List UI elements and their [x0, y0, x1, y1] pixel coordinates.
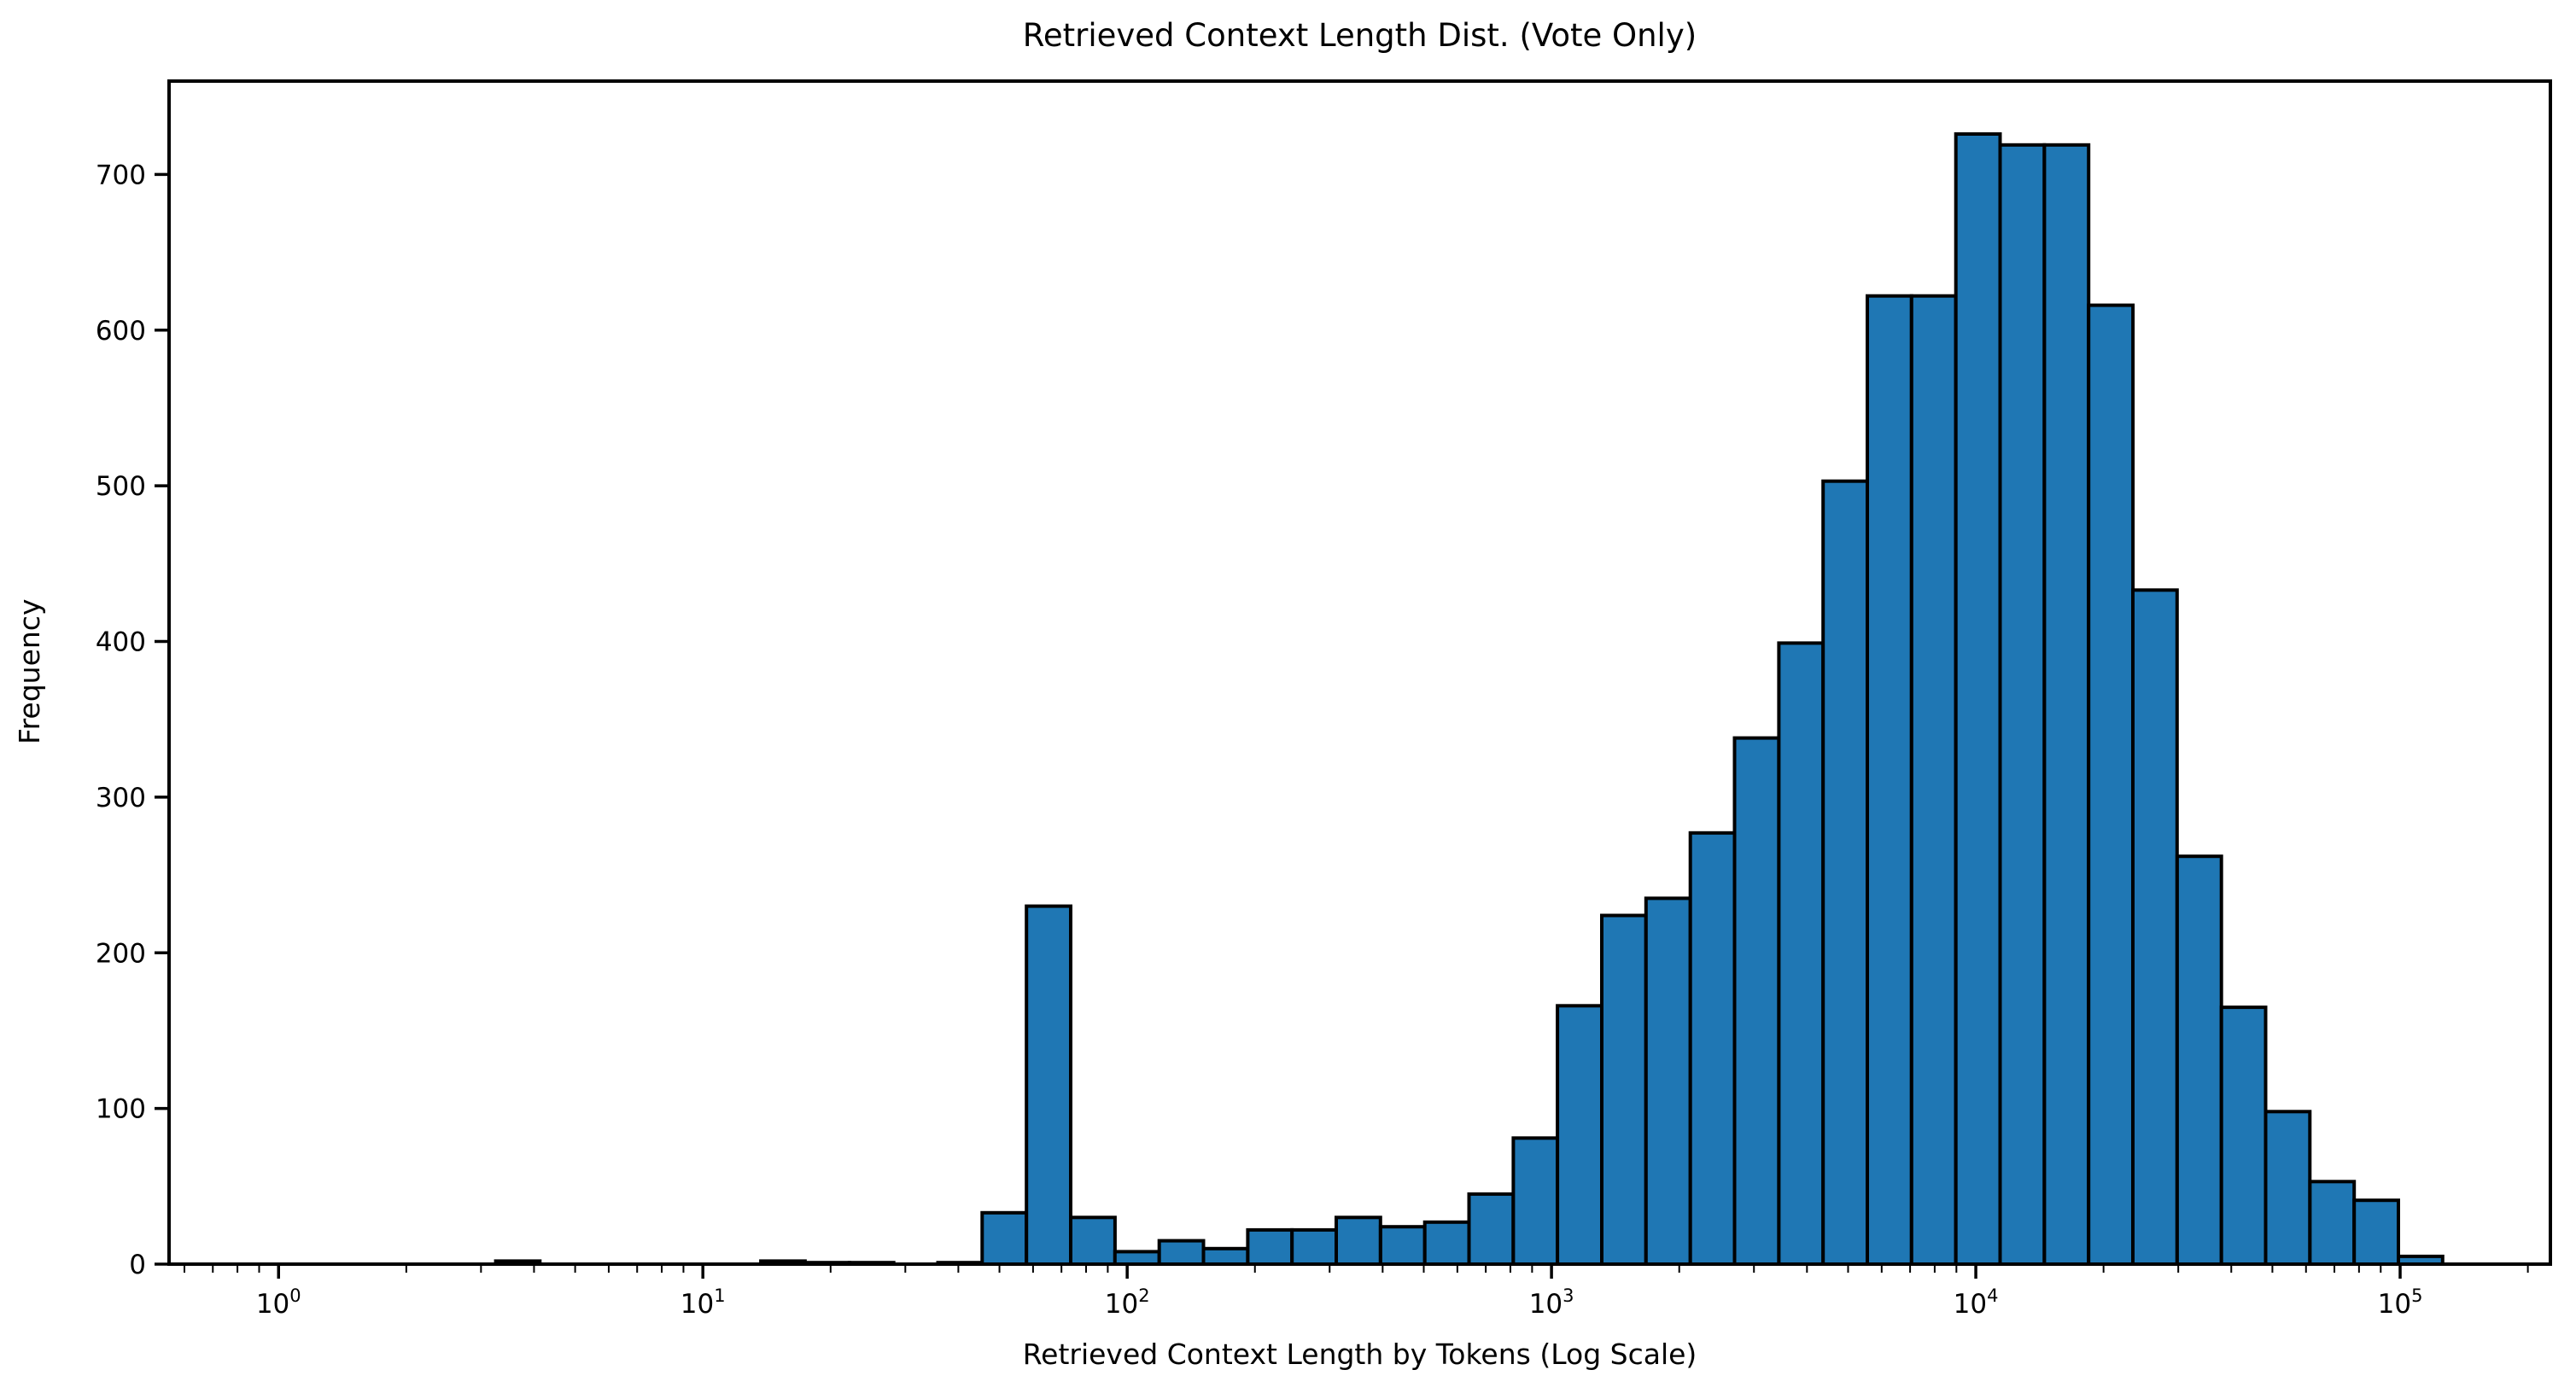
x-tick-label: 102	[1105, 1285, 1150, 1320]
histogram-bar	[1644, 896, 1692, 1267]
y-tick-label: 200	[96, 938, 146, 969]
histogram-bar	[2042, 143, 2091, 1266]
x-axis-ticks: 100 101 102 103 104 105	[183, 1264, 2529, 1320]
y-tick-label: 0	[129, 1250, 146, 1280]
histogram-bar	[1732, 736, 1781, 1266]
histogram-bar	[1909, 294, 1958, 1267]
y-tick-label: 400	[96, 627, 146, 658]
histogram-bars	[494, 132, 2445, 1267]
histogram-bar	[1866, 294, 1913, 1267]
histogram-bar	[1556, 1004, 1603, 1267]
x-axis-label: Retrieved Context Length by Tokens (Log …	[1022, 1338, 1697, 1371]
histogram-bar	[2263, 1110, 2312, 1267]
histogram-bar	[1511, 1136, 1560, 1267]
histogram-bar	[1069, 1215, 1117, 1267]
y-tick-label: 100	[96, 1094, 146, 1125]
y-axis-label: Frequency	[13, 598, 46, 744]
histogram-bar	[1777, 641, 1825, 1266]
y-axis-ticks: 0 100 200 300 400 500 600 700	[96, 160, 169, 1280]
histogram-bar	[1954, 132, 2002, 1266]
histogram-bar	[1290, 1227, 1338, 1267]
x-tick-label: 100	[256, 1285, 301, 1320]
y-tick-label: 600	[96, 316, 146, 347]
histogram-bar	[1246, 1227, 1294, 1267]
histogram-bar	[2131, 588, 2179, 1266]
histogram-bar	[1025, 904, 1072, 1266]
y-tick-label: 500	[96, 471, 146, 502]
plot-border	[167, 79, 2552, 1266]
histogram-bar	[1688, 831, 1737, 1266]
histogram-bar	[1201, 1246, 1250, 1267]
x-tick-label: 104	[1954, 1285, 1999, 1320]
histogram-bar	[2087, 303, 2135, 1267]
y-tick-label: 300	[96, 783, 146, 813]
histogram-bar	[2352, 1198, 2400, 1266]
histogram-bar	[1378, 1225, 1427, 1266]
y-tick-label: 700	[96, 160, 146, 190]
histogram-bar	[1335, 1215, 1382, 1267]
histogram-bar	[1600, 913, 1648, 1266]
x-tick-label: 105	[2378, 1285, 2423, 1320]
histogram-bar	[2219, 1006, 2268, 1266]
histogram-bar	[1998, 143, 2047, 1266]
histogram-bar	[1821, 479, 1869, 1266]
chart-title: Retrieved Context Length Dist. (Vote Onl…	[1022, 17, 1697, 54]
x-tick-label: 101	[681, 1285, 726, 1320]
histogram-bar	[1467, 1192, 1516, 1267]
x-tick-label: 103	[1529, 1285, 1574, 1320]
histogram-bar	[1157, 1239, 1206, 1266]
histogram-bar	[980, 1210, 1029, 1267]
histogram-bar	[1422, 1220, 1471, 1267]
histogram-bar	[1113, 1250, 1161, 1267]
histogram-bar	[2175, 854, 2223, 1266]
histogram-bar	[2308, 1180, 2357, 1267]
